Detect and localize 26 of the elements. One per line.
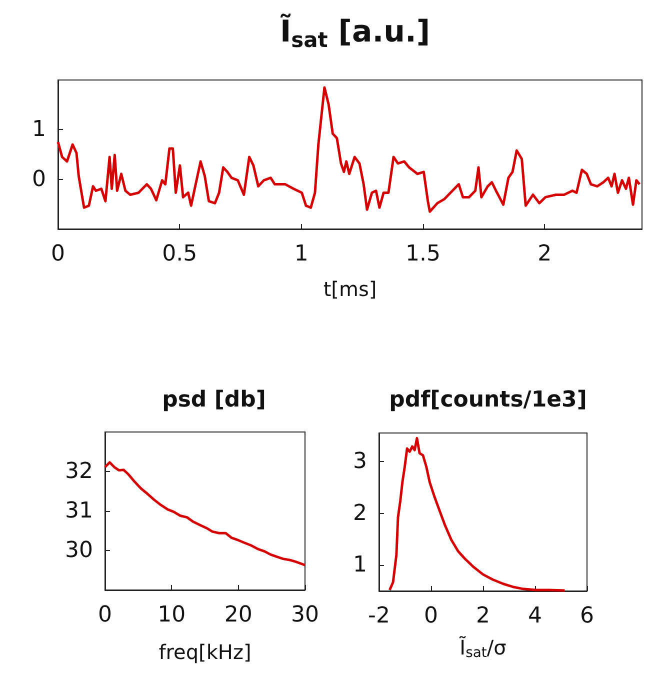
- line-series: [388, 436, 566, 592]
- y-tick-label: 30: [65, 538, 93, 563]
- line-series: [56, 86, 641, 213]
- x-tick-label: 0: [424, 604, 438, 628]
- x-tick-label: 1: [294, 242, 308, 266]
- x-tick-label: 4: [528, 604, 542, 628]
- y-tick-label: 3: [353, 448, 367, 474]
- x-tick-label: 2: [476, 604, 490, 628]
- x-tick-label: 10: [158, 602, 186, 628]
- x-tick-label: 1.5: [406, 242, 440, 266]
- x-axis-title: t[ms]: [323, 277, 377, 301]
- chart-title: pdf[counts/1e3]: [389, 388, 587, 412]
- x-tick-label: 0: [98, 602, 112, 628]
- x-tick-label: 6: [580, 604, 594, 628]
- x-tick-label: -2: [368, 604, 390, 628]
- line-series: [104, 461, 306, 566]
- y-tick-label: 1: [353, 552, 367, 578]
- y-tick-label: 2: [353, 500, 367, 526]
- x-tick-label: 20: [224, 602, 252, 628]
- x-tick-label: 0.5: [162, 242, 198, 266]
- chart-title: psd [db]: [162, 388, 266, 412]
- y-tick-label: 31: [65, 498, 93, 524]
- x-tick-label: 2: [538, 242, 552, 266]
- y-tick-label: 32: [65, 459, 93, 484]
- x-axis-title: freq[kHz]: [158, 640, 252, 664]
- x-tick-label: 30: [291, 602, 320, 628]
